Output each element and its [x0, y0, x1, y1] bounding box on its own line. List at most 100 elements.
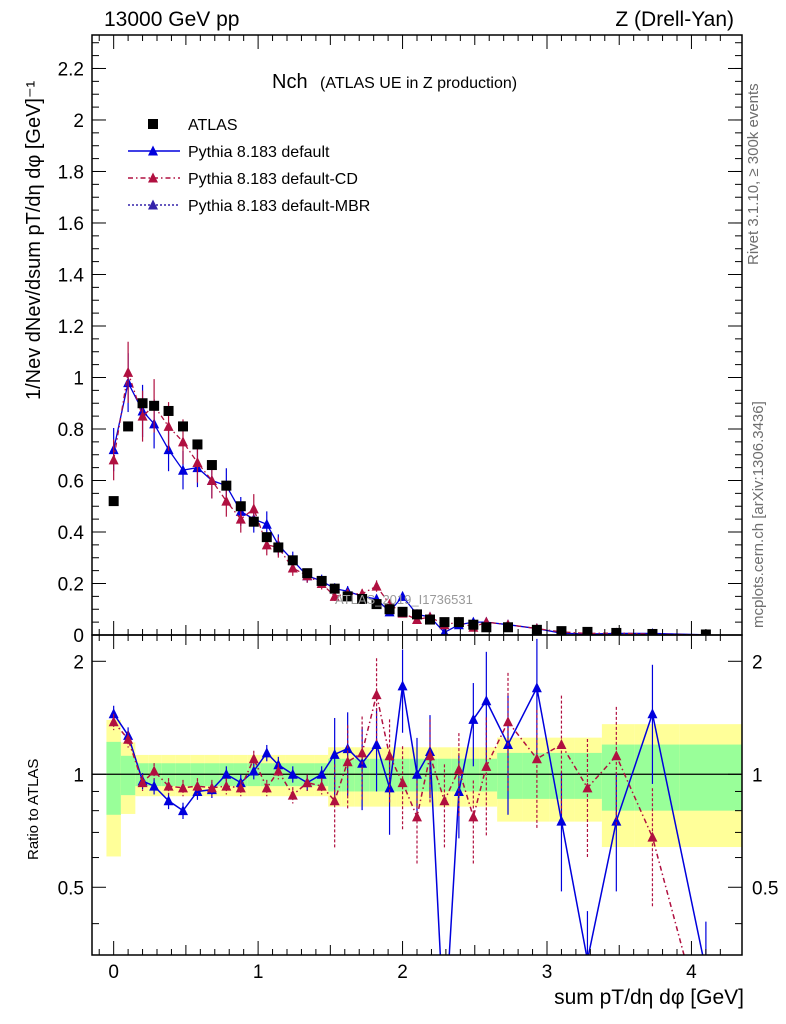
marker-atlas: [137, 398, 148, 409]
marker-default-cd: [137, 410, 148, 421]
y-tick-label: 0: [73, 626, 84, 647]
marker-atlas: [453, 617, 464, 628]
marker-atlas: [425, 614, 435, 625]
y-tick-label: 2.2: [58, 59, 84, 80]
y-tick-label: 1.4: [58, 265, 85, 286]
ratio-marker-default-cd: [137, 777, 148, 788]
marker-default-cd: [163, 420, 174, 431]
ratio-marker-default-cd: [531, 753, 542, 764]
y-tick-label: 1.6: [58, 214, 84, 235]
band-green: [396, 758, 410, 792]
marker-atlas: [235, 501, 246, 512]
marker-default-cd: [287, 562, 298, 573]
ratio-marker-default-cd: [503, 716, 513, 727]
x-tick-label: 1: [253, 962, 264, 983]
x-tick-label: 0: [108, 962, 119, 983]
ratio-marker-default-cd: [302, 777, 313, 788]
chart-title: Nch: [272, 71, 308, 93]
ratio-marker-default-cd: [149, 765, 160, 776]
y-tick-label: 2: [73, 111, 84, 132]
marker-default-cd: [192, 456, 203, 467]
marker-atlas: [149, 400, 160, 411]
marker-atlas: [221, 480, 232, 491]
ratio-panel: [92, 638, 742, 955]
ratio-marker-default: [647, 708, 658, 719]
marker-atlas: [316, 575, 327, 586]
marker-atlas: [302, 568, 313, 579]
marker-default: [261, 518, 272, 529]
ratio-marker-default-cd: [221, 780, 232, 791]
marker-atlas: [123, 421, 134, 432]
marker-atlas: [329, 583, 340, 594]
watermark: ATLAS_2019_I1736531: [335, 592, 473, 607]
ratio-marker-default-cd: [371, 689, 382, 700]
y-tick-label: 0.4: [58, 523, 85, 544]
marker-atlas: [412, 609, 422, 620]
ratio-marker-default-cd: [178, 782, 188, 793]
x-tick-label: 3: [542, 962, 553, 983]
marker-default-cd: [178, 436, 188, 447]
marker-atlas: [163, 405, 174, 416]
marker-default-cd: [235, 513, 246, 524]
marker-atlas: [192, 439, 203, 450]
ratio-marker-default-cd: [468, 811, 479, 822]
marker-atlas: [178, 421, 188, 432]
y-tick-label: 1.8: [58, 162, 84, 183]
ratio-y-tick-label-right: 2: [752, 652, 763, 673]
marker-atlas: [582, 626, 593, 635]
marker-atlas: [439, 617, 450, 628]
ratio-marker-default-cd: [206, 782, 217, 793]
marker-atlas: [371, 599, 382, 610]
series-line-default-cd: [113, 372, 706, 635]
x-tick-label: 4: [686, 962, 697, 983]
ratio-marker-default: [481, 695, 492, 706]
band-green: [497, 752, 523, 799]
marker-atlas: [384, 604, 395, 615]
band-green: [679, 744, 742, 811]
mcplots-reference-label: mcplots.cern.ch [arXiv:1306.3436]: [750, 401, 767, 628]
band-green: [106, 741, 121, 815]
ratio-marker-default-cd: [439, 795, 450, 806]
ratio-marker-default: [329, 748, 340, 759]
ratio-marker-default-cd: [582, 782, 593, 793]
ratio-marker-default-cd: [287, 789, 298, 800]
ratio-marker-default-cd: [425, 750, 435, 761]
ratio-marker-default-cd: [611, 750, 622, 761]
y-tick-label: 1: [73, 368, 84, 389]
marker-atlas: [287, 555, 298, 566]
ratio-marker-default: [287, 768, 298, 779]
legend-marker-atlas: [148, 119, 158, 129]
ratio-marker-default: [248, 765, 259, 776]
ratio-marker-default-cd: [192, 780, 203, 791]
ratio-marker-default: [397, 680, 408, 691]
marker-default-cd: [371, 580, 382, 591]
ratio-line-default-cd: [113, 694, 685, 955]
ratio-marker-default: [587, 954, 588, 955]
marker-default: [178, 464, 188, 475]
marker-default-cd: [248, 503, 259, 514]
ratio-marker-default-cd: [123, 733, 134, 744]
ratio-marker-default-cd: [397, 777, 408, 788]
ratio-marker-default: [531, 682, 542, 693]
ratio-marker-default-cd: [412, 811, 422, 822]
marker-default-cd: [261, 539, 272, 550]
marker-atlas: [248, 516, 259, 527]
ratio-marker-default: [412, 768, 422, 779]
band-green: [479, 758, 498, 792]
marker-default-cd: [329, 590, 340, 601]
marker-atlas: [342, 591, 353, 602]
energy-label: 13000 GeV pp: [104, 8, 240, 31]
marker-default-cd: [108, 454, 119, 465]
x-tick-label: 2: [397, 962, 408, 983]
marker-default-cd: [123, 366, 134, 377]
ratio-y-tick-label: 1: [73, 765, 84, 786]
marker-atlas: [261, 532, 272, 543]
band-green: [120, 755, 136, 796]
ratio-y-tick-label: 2: [73, 652, 84, 673]
ratio-marker-default: [316, 768, 327, 779]
marker-atlas: [357, 593, 368, 604]
ratio-marker-default: [371, 739, 382, 750]
ratio-marker-default-cd: [329, 795, 340, 806]
rivet-version-label: Rivet 3.1.10, ≥ 300k events: [745, 83, 762, 265]
